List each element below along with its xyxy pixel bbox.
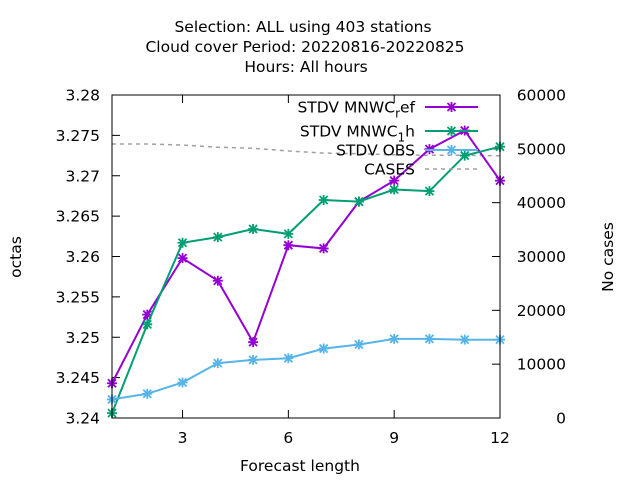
title-line-2: Cloud cover Period: 20220816-20220825 — [145, 38, 464, 56]
y-tick-label: 3.26 — [65, 248, 100, 266]
x-tick-label: 12 — [490, 429, 510, 447]
data-point-stdv-mnwc-1h — [389, 184, 400, 195]
y-tick-label: 3.265 — [56, 208, 100, 226]
y2-tick-label: 60000 — [517, 87, 566, 105]
series-stdv-mnwc-1h — [107, 141, 505, 419]
y-tick-label: 3.255 — [56, 288, 100, 306]
data-point-stdv-mnwc-ref — [283, 240, 294, 251]
series-stdv-obs — [107, 333, 505, 405]
y-tick-label: 3.245 — [56, 369, 100, 387]
x-tick-label: 3 — [178, 429, 188, 447]
y-tick-label: 3.275 — [56, 127, 100, 145]
series-line-stdv-mnwc-ref — [111, 129, 501, 384]
y-tick-label: 3.28 — [65, 87, 100, 105]
series-line-stdv-mnwc-1h — [111, 145, 501, 414]
series-line-stdv-obs — [111, 337, 500, 401]
x-tick-label: 6 — [283, 429, 293, 447]
title-line-1: Selection: ALL using 403 stations — [174, 18, 431, 36]
series-layer — [107, 125, 505, 419]
y-axis-label: octas — [7, 236, 25, 278]
y2-tick-label: 40000 — [517, 194, 566, 212]
data-point-stdv-obs — [283, 353, 294, 364]
data-point-stdv-mnwc-ref — [142, 309, 153, 320]
data-point-stdv-mnwc-ref — [318, 243, 329, 254]
data-point-stdv-mnwc-1h — [283, 228, 294, 239]
data-point-stdv-mnwc-1h — [459, 150, 470, 161]
data-point-stdv-mnwc-ref — [389, 175, 400, 186]
data-point-stdv-obs — [353, 339, 364, 350]
data-point-stdv-obs — [248, 354, 259, 365]
title-line-3: Hours: All hours — [244, 58, 367, 76]
data-point-stdv-mnwc-1h — [212, 232, 223, 243]
y2-tick-label: 30000 — [517, 248, 566, 266]
data-point-stdv-obs — [459, 334, 470, 345]
y-tick-label: 3.25 — [65, 329, 100, 347]
y2-axis-label: No cases — [599, 222, 617, 292]
y2-tick-label: 50000 — [517, 140, 566, 158]
series-cases — [112, 143, 501, 157]
y2-tick-label: 10000 — [517, 356, 566, 374]
data-point-stdv-obs — [212, 358, 223, 369]
y-tick-label: 3.27 — [65, 167, 100, 185]
data-point-stdv-obs — [177, 377, 188, 388]
data-point-stdv-mnwc-1h — [353, 196, 364, 207]
y-tick-label: 3.24 — [65, 410, 100, 428]
legend-label-stdv-mnwc-ref: STDV MNWCref — [297, 99, 415, 121]
y2-axis-tick-labels: 0 10000 20000 30000 40000 50000 60000 — [517, 87, 566, 428]
data-point-stdv-mnwc-1h — [177, 237, 188, 248]
y-axis-tick-labels: 3.24 3.245 3.25 3.255 3.26 3.265 3.27 3.275 3.28 — [56, 87, 100, 428]
x-axis-label: Forecast length — [240, 457, 360, 475]
data-point-stdv-mnwc-1h — [318, 194, 329, 205]
series-stdv-mnwc-ref — [107, 125, 505, 389]
x-axis-tick-labels: 3 6 9 12 — [178, 429, 510, 447]
legend-label-stdv-mnwc-1h: STDV MNWC1h — [300, 123, 415, 145]
data-point-stdv-mnwc-ref — [248, 337, 259, 348]
legend-marker-stdv-mnwc-1h — [446, 126, 457, 136]
chart-title: Selection: ALL using 403 stations Cloud … — [145, 18, 464, 76]
data-point-stdv-obs — [142, 388, 153, 399]
y2-tick-label: 20000 — [517, 302, 566, 320]
legend-marker-stdv-mnwc-ref — [446, 102, 457, 112]
data-point-stdv-mnwc-1h — [424, 186, 435, 197]
legend-marker-stdv-obs — [446, 145, 457, 155]
legend-label-cases: CASES — [364, 161, 415, 179]
x-tick-label: 9 — [389, 429, 399, 447]
data-point-stdv-obs — [424, 333, 435, 344]
plot-frame — [111, 94, 501, 419]
data-point-stdv-obs — [389, 333, 400, 344]
data-point-stdv-mnwc-1h — [142, 319, 153, 330]
data-point-stdv-mnwc-1h — [248, 224, 259, 235]
data-point-stdv-obs — [318, 343, 329, 354]
series-line-cases — [112, 143, 501, 157]
data-point-stdv-mnwc-ref — [177, 253, 188, 264]
y2-tick-label: 0 — [556, 410, 566, 428]
data-point-stdv-mnwc-ref — [212, 275, 223, 286]
legend-label-stdv-obs: STDV OBS — [336, 142, 415, 160]
